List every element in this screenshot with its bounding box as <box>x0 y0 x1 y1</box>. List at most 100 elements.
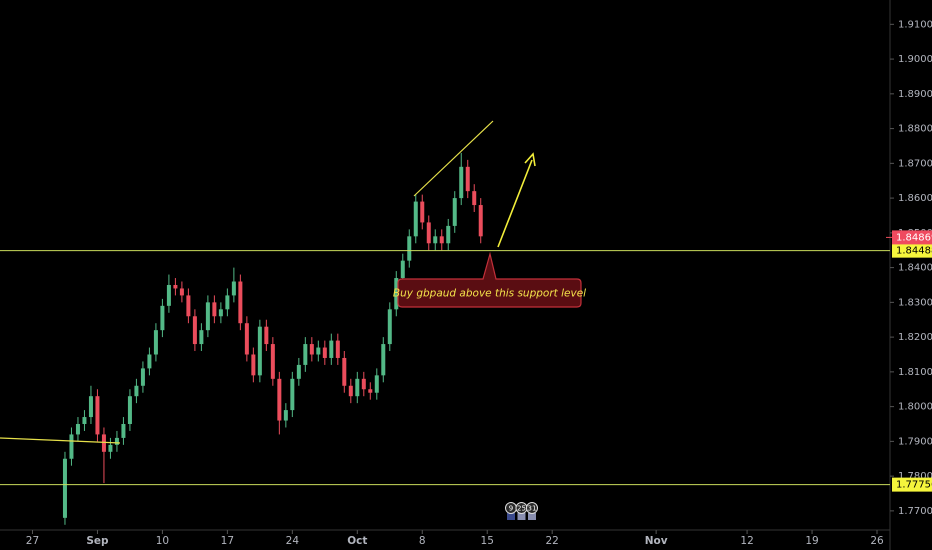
candle-body <box>348 385 353 397</box>
candle-body <box>296 364 301 379</box>
event-count: 25 <box>517 505 526 513</box>
candle-body <box>108 444 113 452</box>
candle-body <box>426 222 431 244</box>
candle-body <box>160 305 165 331</box>
x-tick-label: Sep <box>86 535 109 547</box>
event-flag <box>517 513 526 520</box>
candle-body <box>277 378 282 421</box>
y-tick-label: 1.87000 <box>898 158 932 169</box>
candle-body <box>452 198 457 226</box>
candle-body <box>400 260 405 279</box>
candle-body <box>387 309 392 345</box>
candle-body <box>381 344 386 376</box>
event-flag <box>528 513 536 520</box>
candle-body <box>82 417 87 424</box>
candle-body <box>459 166 464 199</box>
trend-line <box>413 120 494 197</box>
trend-line <box>0 437 121 444</box>
y-tick-label: 1.81000 <box>898 367 932 378</box>
level-label: 1.77756 <box>896 480 932 491</box>
candle-body <box>121 424 126 438</box>
candle-body <box>472 191 477 206</box>
candle-body <box>140 368 145 386</box>
candle-body <box>361 378 366 390</box>
x-tick-label: 26 <box>870 535 884 547</box>
y-tick-label: 1.80000 <box>898 402 932 413</box>
candle-body <box>192 316 197 345</box>
x-tick-label: 22 <box>546 535 559 547</box>
candle-body <box>407 236 412 261</box>
x-tick-label: 12 <box>740 535 753 547</box>
candle-body <box>270 344 275 379</box>
candle-body <box>134 385 139 397</box>
candle-body <box>439 236 444 244</box>
candle-body <box>127 396 132 424</box>
event-count: 31 <box>528 505 537 513</box>
candle-body <box>88 396 93 418</box>
candle-body <box>322 347 327 358</box>
candle-body <box>465 166 470 192</box>
event-badge <box>526 502 538 514</box>
x-tick-label: 24 <box>286 535 300 547</box>
candle-body <box>225 295 230 310</box>
candle-body <box>335 340 340 358</box>
level-label: 1.84488 <box>896 246 932 257</box>
candle-body <box>166 284 171 306</box>
y-tick-label: 1.90000 <box>898 54 932 65</box>
y-tick-label: 1.91000 <box>898 19 932 30</box>
plot <box>62 152 483 525</box>
level-label-box <box>892 243 932 258</box>
candle-body <box>186 295 191 317</box>
candle-body <box>478 205 483 237</box>
y-tick-label: 1.77000 <box>898 506 932 517</box>
x-tick-label: Nov <box>645 535 668 547</box>
candle-body <box>374 375 379 393</box>
candle-body <box>218 309 223 317</box>
candle-body <box>368 389 373 393</box>
candle-body <box>309 344 314 355</box>
y-tick-label: 1.78000 <box>898 471 932 482</box>
candle-body <box>342 357 347 386</box>
y-tick-label: 1.83000 <box>898 297 932 308</box>
candle-body <box>290 378 295 411</box>
candle-body <box>62 458 67 518</box>
candle-body <box>114 437 119 445</box>
candle-body <box>199 330 204 345</box>
callout-text: Buy gbpaud above this support level <box>393 288 586 300</box>
x-tick-label: 19 <box>805 535 818 547</box>
last-price-label: 1.84869 <box>896 232 932 243</box>
event-badges: 9 25 31 <box>505 502 538 520</box>
candle-body <box>95 396 100 435</box>
candle-body <box>179 288 184 296</box>
x-tick-label: 15 <box>481 535 494 547</box>
candle-body <box>212 302 217 317</box>
x-tick-label: 17 <box>221 535 234 547</box>
y-tick-label: 1.88000 <box>898 124 932 135</box>
x-tick-label: 27 <box>26 535 39 547</box>
candle-body <box>394 278 399 310</box>
candle-body <box>303 344 308 365</box>
y-tick-label: 1.86000 <box>898 193 932 204</box>
event-count: 9 <box>509 505 513 513</box>
candle-body <box>238 281 243 324</box>
last-price-box <box>892 230 932 245</box>
candle-body <box>251 354 256 376</box>
candle-body <box>173 284 178 289</box>
y-tick-label: 1.89000 <box>898 89 932 100</box>
candle-body <box>69 434 74 459</box>
candle-body <box>420 201 425 223</box>
y-tick-label: 1.84000 <box>898 263 932 274</box>
candle-body <box>101 434 106 452</box>
candle-body <box>147 354 152 369</box>
y-tick-label: 1.82000 <box>898 332 932 343</box>
x-tick-label: Oct <box>347 535 367 547</box>
candle-body <box>355 378 360 397</box>
x-tick-label: 10 <box>156 535 169 547</box>
callout: Buy gbpaud above this support level <box>393 251 586 308</box>
y-tick-label: 1.79000 <box>898 436 932 447</box>
candle-body <box>75 424 80 435</box>
candle-body <box>205 302 210 331</box>
level-label-box <box>892 477 932 492</box>
